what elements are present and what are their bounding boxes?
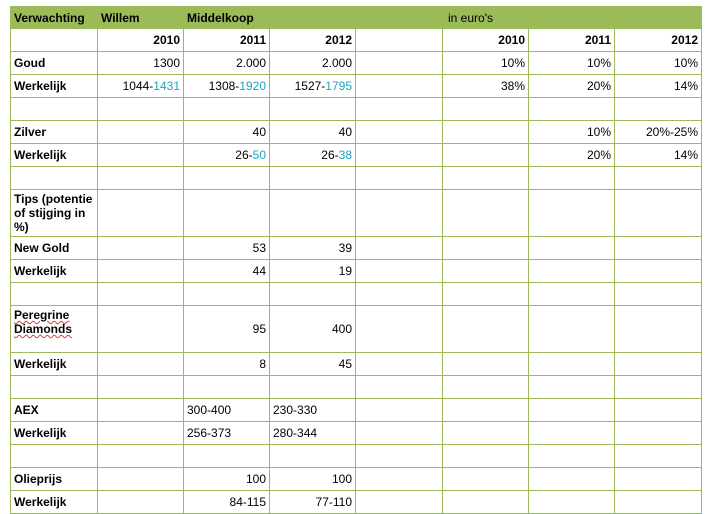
- peregrine-2011: 95: [183, 305, 270, 353]
- spacer-row: [10, 166, 702, 190]
- peregrine-2012: 400: [269, 305, 356, 353]
- aex-row: AEX 300-400 230-330: [10, 398, 702, 422]
- row-label-zilver-werkelijk: Werkelijk: [10, 143, 98, 167]
- header-author-first: Willem: [97, 6, 184, 29]
- olie-row: Olieprijs 100 100: [10, 467, 702, 491]
- zilver-2011: 40: [183, 120, 270, 144]
- header-title: Verwachting: [10, 6, 98, 29]
- goud-pct-2011: 10%: [528, 51, 615, 75]
- row-label-new-gold: New Gold: [10, 236, 98, 260]
- zilver-werkelijk-2011: 26-50: [183, 143, 270, 167]
- goud-2010: 1300: [97, 51, 184, 75]
- aex-werkelijk-2012: 280-344: [269, 421, 356, 445]
- spacer-row: [10, 282, 702, 306]
- zilver-werkelijk-2012: 26-38: [269, 143, 356, 167]
- goud-werkelijk-pct-2012: 14%: [614, 74, 702, 98]
- new-gold-werkelijk-2012: 19: [269, 259, 356, 283]
- row-label-tips: Tips (potentie of stijging in %): [10, 189, 98, 237]
- goud-werkelijk-pct-2010: 38%: [442, 74, 529, 98]
- new-gold-werkelijk-2011: 44: [183, 259, 270, 283]
- goud-pct-2010: 10%: [442, 51, 529, 75]
- olie-werkelijk-2012: 77-110: [269, 490, 356, 514]
- row-label-aex: AEX: [10, 398, 98, 422]
- goud-werkelijk-2010: 1044-1431: [97, 74, 184, 98]
- row-label-olieprijs: Olieprijs: [10, 467, 98, 491]
- header-author-last: Middelkoop: [183, 6, 356, 29]
- peregrine-werkelijk-row: Werkelijk 8 45: [10, 352, 702, 376]
- peregrine-row: Peregrine Diamonds 95 400: [10, 305, 702, 353]
- aex-werkelijk-row: Werkelijk 256-373 280-344: [10, 421, 702, 445]
- olie-werkelijk-2011: 84-115: [183, 490, 270, 514]
- row-label-olie-werkelijk: Werkelijk: [10, 490, 98, 514]
- spacer-row: [10, 444, 702, 468]
- pct-year-2010: 2010: [442, 28, 529, 52]
- year-2010: 2010: [97, 28, 184, 52]
- zilver-werkelijk-pct-2011: 20%: [528, 143, 615, 167]
- olie-2011: 100: [183, 467, 270, 491]
- pct-year-2012: 2012: [614, 28, 702, 52]
- forecast-table: Verwachting Willem Middelkoop in euro's …: [10, 6, 702, 514]
- years-row: 2010 2011 2012 2010 2011 2012: [10, 28, 702, 52]
- year-2012: 2012: [269, 28, 356, 52]
- goud-werkelijk-pct-2011: 20%: [528, 74, 615, 98]
- goud-pct-2012: 10%: [614, 51, 702, 75]
- zilver-werkelijk-pct-2012: 14%: [614, 143, 702, 167]
- row-label-peregrine-werkelijk: Werkelijk: [10, 352, 98, 376]
- zilver-row: Zilver 40 40 10% 20%-25%: [10, 120, 702, 144]
- aex-2012: 230-330: [269, 398, 356, 422]
- row-label-zilver: Zilver: [10, 120, 98, 144]
- aex-werkelijk-2011: 256-373: [183, 421, 270, 445]
- zilver-pct-2011: 10%: [528, 120, 615, 144]
- zilver-2012: 40: [269, 120, 356, 144]
- row-label-new-gold-werkelijk: Werkelijk: [10, 259, 98, 283]
- new-gold-row: New Gold 53 39: [10, 236, 702, 260]
- goud-row: Goud 1300 2.000 2.000 10% 10% 10%: [10, 51, 702, 75]
- new-gold-2011: 53: [183, 236, 270, 260]
- row-label-peregrine: Peregrine Diamonds: [10, 305, 98, 353]
- row-label-goud: Goud: [10, 51, 98, 75]
- year-2011: 2011: [183, 28, 270, 52]
- aex-2011: 300-400: [183, 398, 270, 422]
- pct-year-2011: 2011: [528, 28, 615, 52]
- row-label-aex-werkelijk: Werkelijk: [10, 421, 98, 445]
- new-gold-2012: 39: [269, 236, 356, 260]
- peregrine-werkelijk-2011: 8: [183, 352, 270, 376]
- zilver-werkelijk-row: Werkelijk 26-50 26-38 20% 14%: [10, 143, 702, 167]
- header-currency-note: in euro's: [442, 6, 615, 29]
- zilver-pct-2012: 20%-25%: [614, 120, 702, 144]
- row-label-goud-werkelijk: Werkelijk: [10, 74, 98, 98]
- olie-2012: 100: [269, 467, 356, 491]
- header-row: Verwachting Willem Middelkoop in euro's: [10, 6, 702, 29]
- new-gold-werkelijk-row: Werkelijk 44 19: [10, 259, 702, 283]
- spacer-row: [10, 375, 702, 399]
- spacer-row: [10, 97, 702, 121]
- goud-2011: 2.000: [183, 51, 270, 75]
- peregrine-werkelijk-2012: 45: [269, 352, 356, 376]
- goud-werkelijk-row: Werkelijk 1044-1431 1308-1920 1527-1795 …: [10, 74, 702, 98]
- goud-werkelijk-2012: 1527-1795: [269, 74, 356, 98]
- goud-werkelijk-2011: 1308-1920: [183, 74, 270, 98]
- olie-werkelijk-row: Werkelijk 84-115 77-110: [10, 490, 702, 514]
- goud-2012: 2.000: [269, 51, 356, 75]
- tips-row: Tips (potentie of stijging in %): [10, 189, 702, 237]
